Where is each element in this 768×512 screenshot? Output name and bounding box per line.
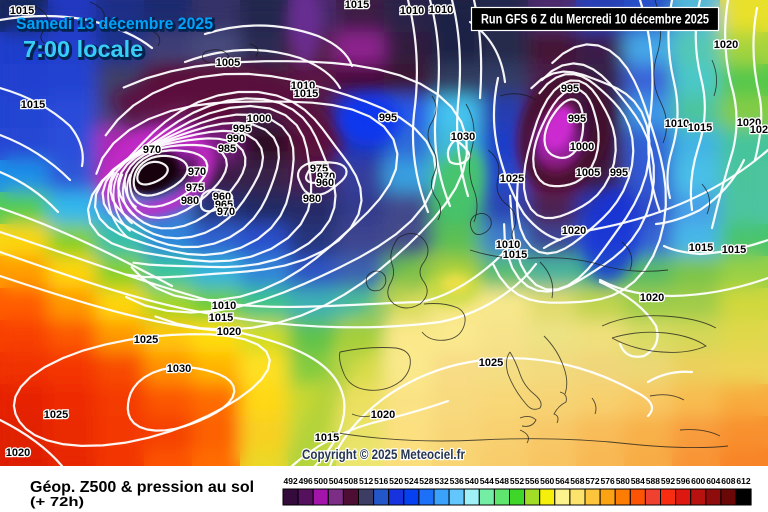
svg-text:1020: 1020 — [371, 409, 395, 421]
svg-text:1030: 1030 — [167, 363, 191, 375]
svg-text:528: 528 — [419, 476, 433, 486]
svg-text:1020: 1020 — [640, 292, 664, 304]
svg-text:1015: 1015 — [689, 242, 713, 254]
svg-text:1000: 1000 — [570, 141, 594, 153]
svg-text:536: 536 — [450, 476, 464, 486]
svg-text:970: 970 — [188, 166, 206, 178]
svg-text:1005: 1005 — [576, 167, 600, 179]
svg-text:1020: 1020 — [750, 124, 768, 136]
svg-text:1015: 1015 — [345, 0, 369, 11]
svg-text:592: 592 — [661, 476, 675, 486]
svg-text:1030: 1030 — [451, 131, 475, 143]
svg-text:1020: 1020 — [714, 39, 738, 51]
svg-text:1010: 1010 — [291, 80, 315, 92]
svg-text:7:00 locale: 7:00 locale — [25, 38, 145, 64]
svg-text:Géop. Z500 & pression au sol: Géop. Z500 & pression au sol — [30, 479, 254, 496]
svg-text:980: 980 — [303, 193, 321, 205]
svg-text:Samedi 13 décembre 2025: Samedi 13 décembre 2025 — [16, 15, 213, 33]
svg-text:1020: 1020 — [6, 447, 30, 459]
svg-text:1015: 1015 — [21, 99, 45, 111]
svg-text:1015: 1015 — [503, 249, 527, 261]
svg-text:Samedi 13 décembre 2025: Samedi 13 décembre 2025 — [18, 17, 215, 35]
svg-text:612: 612 — [736, 476, 750, 486]
svg-text:1015: 1015 — [722, 244, 746, 256]
svg-text:580: 580 — [616, 476, 630, 486]
svg-text:975: 975 — [186, 182, 204, 194]
svg-text:995: 995 — [379, 112, 397, 124]
svg-text:970: 970 — [143, 144, 161, 156]
svg-text:540: 540 — [465, 476, 479, 486]
svg-text:1010: 1010 — [429, 4, 453, 16]
svg-text:520: 520 — [389, 476, 403, 486]
svg-text:544: 544 — [480, 476, 494, 486]
svg-text:1010: 1010 — [496, 239, 520, 251]
svg-text:1015: 1015 — [10, 5, 34, 17]
svg-text:548: 548 — [495, 476, 509, 486]
svg-text:576: 576 — [601, 476, 615, 486]
svg-text:975: 975 — [310, 163, 328, 175]
svg-text:608: 608 — [721, 476, 735, 486]
svg-text:1015: 1015 — [688, 122, 712, 134]
svg-text:960: 960 — [213, 191, 231, 203]
svg-text:584: 584 — [631, 476, 645, 486]
svg-text:600: 600 — [691, 476, 705, 486]
svg-text:985: 985 — [218, 143, 236, 155]
svg-text:1020: 1020 — [737, 117, 761, 129]
svg-text:995: 995 — [610, 167, 628, 179]
svg-text:496: 496 — [299, 476, 313, 486]
svg-text:960: 960 — [316, 177, 334, 189]
svg-text:556: 556 — [525, 476, 539, 486]
svg-text:508: 508 — [344, 476, 358, 486]
svg-text:980: 980 — [181, 195, 199, 207]
svg-text:995: 995 — [561, 83, 579, 95]
svg-text:1015: 1015 — [315, 432, 339, 444]
svg-text:1025: 1025 — [134, 334, 158, 346]
svg-text:532: 532 — [435, 476, 449, 486]
svg-text:(+ 72h): (+ 72h) — [30, 495, 84, 509]
svg-text:572: 572 — [585, 476, 599, 486]
svg-text:1015: 1015 — [294, 88, 318, 100]
svg-text:500: 500 — [314, 476, 328, 486]
svg-text:596: 596 — [676, 476, 690, 486]
svg-text:588: 588 — [646, 476, 660, 486]
svg-text:1020: 1020 — [217, 326, 241, 338]
svg-text:564: 564 — [555, 476, 569, 486]
svg-text:568: 568 — [570, 476, 584, 486]
svg-text:1015: 1015 — [209, 312, 233, 324]
svg-text:1010: 1010 — [665, 118, 689, 130]
svg-text:1010: 1010 — [400, 5, 424, 17]
svg-text:995: 995 — [233, 123, 251, 135]
svg-text:552: 552 — [510, 476, 524, 486]
svg-text:995: 995 — [568, 113, 586, 125]
svg-text:1020: 1020 — [562, 225, 586, 237]
svg-text:Copyright © 2025 Meteociel.fr: Copyright © 2025 Meteociel.fr — [302, 447, 466, 462]
svg-text:1025: 1025 — [479, 357, 503, 369]
svg-text:1025: 1025 — [44, 409, 68, 421]
svg-text:Run GFS 6 Z du Mercredi 10 déc: Run GFS 6 Z du Mercredi 10 décembre 2025 — [481, 12, 709, 27]
svg-text:970: 970 — [317, 171, 335, 183]
svg-text:1005: 1005 — [216, 57, 240, 69]
svg-text:516: 516 — [374, 476, 388, 486]
svg-text:504: 504 — [329, 476, 343, 486]
svg-text:1010: 1010 — [212, 300, 236, 312]
svg-text:1000: 1000 — [247, 113, 271, 125]
svg-text:1025: 1025 — [500, 173, 524, 185]
svg-text:990: 990 — [227, 133, 245, 145]
svg-text:604: 604 — [706, 476, 720, 486]
svg-text:560: 560 — [540, 476, 554, 486]
svg-text:512: 512 — [359, 476, 373, 486]
svg-text:492: 492 — [284, 476, 298, 486]
svg-text:7:00 locale: 7:00 locale — [23, 36, 143, 62]
svg-text:970: 970 — [217, 206, 235, 218]
svg-text:965: 965 — [215, 199, 233, 211]
svg-text:524: 524 — [404, 476, 418, 486]
